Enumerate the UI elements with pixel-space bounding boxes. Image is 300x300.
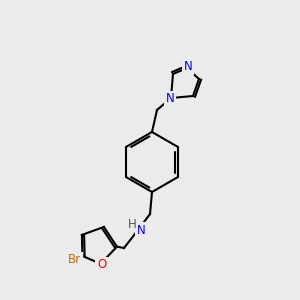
Text: H: H [128,218,136,230]
Text: O: O [97,258,106,271]
Text: Br: Br [68,254,81,266]
Text: N: N [184,61,192,74]
Text: N: N [166,92,174,106]
Text: N: N [136,224,146,236]
